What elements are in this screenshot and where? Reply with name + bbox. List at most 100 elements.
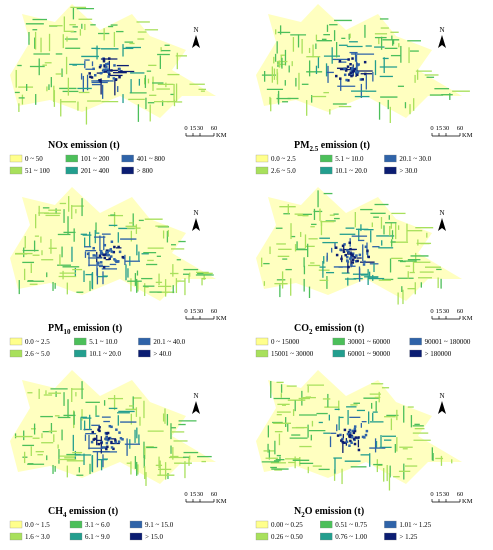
legend-label: 20.1 ~ 30.0 bbox=[399, 155, 431, 163]
urban-cell bbox=[118, 250, 122, 254]
legend-swatch bbox=[409, 349, 422, 358]
urban-cell bbox=[97, 442, 101, 446]
legend-swatch bbox=[9, 166, 23, 175]
urban-cell bbox=[351, 258, 355, 261]
urban-cell bbox=[110, 440, 113, 444]
scale-label: 30 bbox=[443, 491, 450, 498]
legend-swatch bbox=[320, 520, 333, 529]
urban-cell bbox=[351, 252, 355, 255]
urban-cell bbox=[351, 253, 354, 257]
title-sub: 2 bbox=[309, 328, 313, 336]
urban-cell bbox=[341, 437, 344, 441]
urban-cell bbox=[351, 429, 355, 433]
urban-cell bbox=[363, 260, 366, 264]
legend-label: 0.0 ~ 2.5 bbox=[271, 155, 296, 163]
scale-label: 0 bbox=[184, 125, 187, 132]
urban-cell bbox=[344, 253, 347, 257]
legend-swatch bbox=[384, 154, 397, 163]
north-arrow bbox=[192, 401, 200, 414]
urban-cell bbox=[365, 429, 369, 433]
map bbox=[256, 4, 470, 124]
urban-cell bbox=[343, 441, 346, 444]
urban-cell bbox=[345, 78, 348, 82]
urban-cell bbox=[99, 64, 103, 67]
urban-cell bbox=[335, 74, 338, 78]
urban-cell bbox=[363, 436, 366, 439]
urban-cell bbox=[343, 243, 346, 246]
legend-label: > 1.25 bbox=[399, 533, 417, 541]
urban-cell bbox=[110, 250, 114, 253]
legend-swatch bbox=[9, 532, 23, 541]
urban-cell bbox=[343, 428, 347, 432]
urban-cell bbox=[340, 257, 343, 261]
urban-cell bbox=[340, 439, 343, 442]
legend-label: 0.00 ~ 0.25 bbox=[271, 521, 303, 529]
urban-cell bbox=[350, 441, 353, 444]
scale-label: 30 bbox=[197, 125, 204, 132]
legend-swatch bbox=[121, 166, 134, 175]
urban-cell bbox=[351, 254, 354, 258]
urban-cell bbox=[364, 433, 368, 437]
urban-cell bbox=[120, 70, 123, 73]
legend-swatch bbox=[74, 349, 87, 358]
urban-cell bbox=[99, 71, 103, 75]
urban-cell bbox=[92, 67, 95, 71]
scale-label: 60 bbox=[457, 491, 464, 498]
urban-cell bbox=[102, 70, 105, 73]
north-arrow bbox=[438, 35, 446, 48]
urban-cell bbox=[106, 445, 109, 449]
urban-cell bbox=[107, 75, 110, 78]
legend-label: 101 ~ 200 bbox=[81, 155, 110, 163]
urban-cell bbox=[356, 63, 359, 67]
north-arrow bbox=[192, 35, 200, 48]
urban-cell bbox=[112, 77, 116, 80]
legend-swatch bbox=[121, 154, 134, 163]
legend-label: 10.1 ~ 20.0 bbox=[335, 167, 367, 175]
urban-cell bbox=[350, 435, 354, 439]
map-area bbox=[10, 4, 216, 118]
urban-cell bbox=[343, 67, 346, 71]
legend-swatch bbox=[129, 532, 143, 541]
panel-title: N2O emission (t) bbox=[294, 506, 364, 519]
urban-cell bbox=[351, 261, 355, 264]
scale-bar bbox=[431, 133, 461, 137]
urban-cell bbox=[110, 255, 113, 258]
urban-cell bbox=[364, 245, 368, 249]
scale-bar bbox=[185, 133, 215, 137]
urban-cell bbox=[98, 254, 102, 257]
urban-cell bbox=[346, 255, 349, 259]
scale-label: 0 bbox=[430, 491, 433, 498]
urban-cell bbox=[108, 424, 112, 428]
urban-cell bbox=[102, 265, 106, 269]
legend-label: 0.0 ~ 1.5 bbox=[25, 521, 50, 529]
north-arrow bbox=[438, 401, 446, 414]
scale-bar bbox=[431, 499, 461, 503]
urban-cell bbox=[349, 67, 353, 70]
scale-label: 60 bbox=[457, 125, 464, 132]
legend-label: > 40.0 bbox=[153, 350, 171, 358]
legend-label: 0.51 ~ 0.75 bbox=[335, 521, 367, 529]
urban-cell bbox=[353, 425, 357, 428]
urban-cell bbox=[105, 432, 109, 435]
scale-label: 60 bbox=[211, 308, 218, 315]
scale-bar bbox=[185, 316, 215, 320]
urban-cell bbox=[341, 244, 345, 248]
urban-cell bbox=[352, 437, 356, 441]
urban-cell bbox=[117, 245, 120, 249]
urban-cell bbox=[349, 431, 352, 435]
scale-label: 15 bbox=[190, 125, 197, 132]
urban-cell bbox=[114, 78, 118, 82]
panel-title: PM2.5 emission (t) bbox=[294, 140, 370, 153]
scale-label: 30 bbox=[197, 491, 204, 498]
urban-cell bbox=[354, 436, 357, 439]
legend-swatch bbox=[384, 520, 397, 529]
title-sub: 2 bbox=[301, 511, 305, 519]
urban-cell bbox=[105, 438, 108, 441]
legend-label: 15001 ~ 30000 bbox=[271, 350, 314, 358]
urban-cell bbox=[364, 72, 367, 76]
legend-swatch bbox=[9, 337, 23, 346]
urban-cell bbox=[358, 253, 362, 257]
